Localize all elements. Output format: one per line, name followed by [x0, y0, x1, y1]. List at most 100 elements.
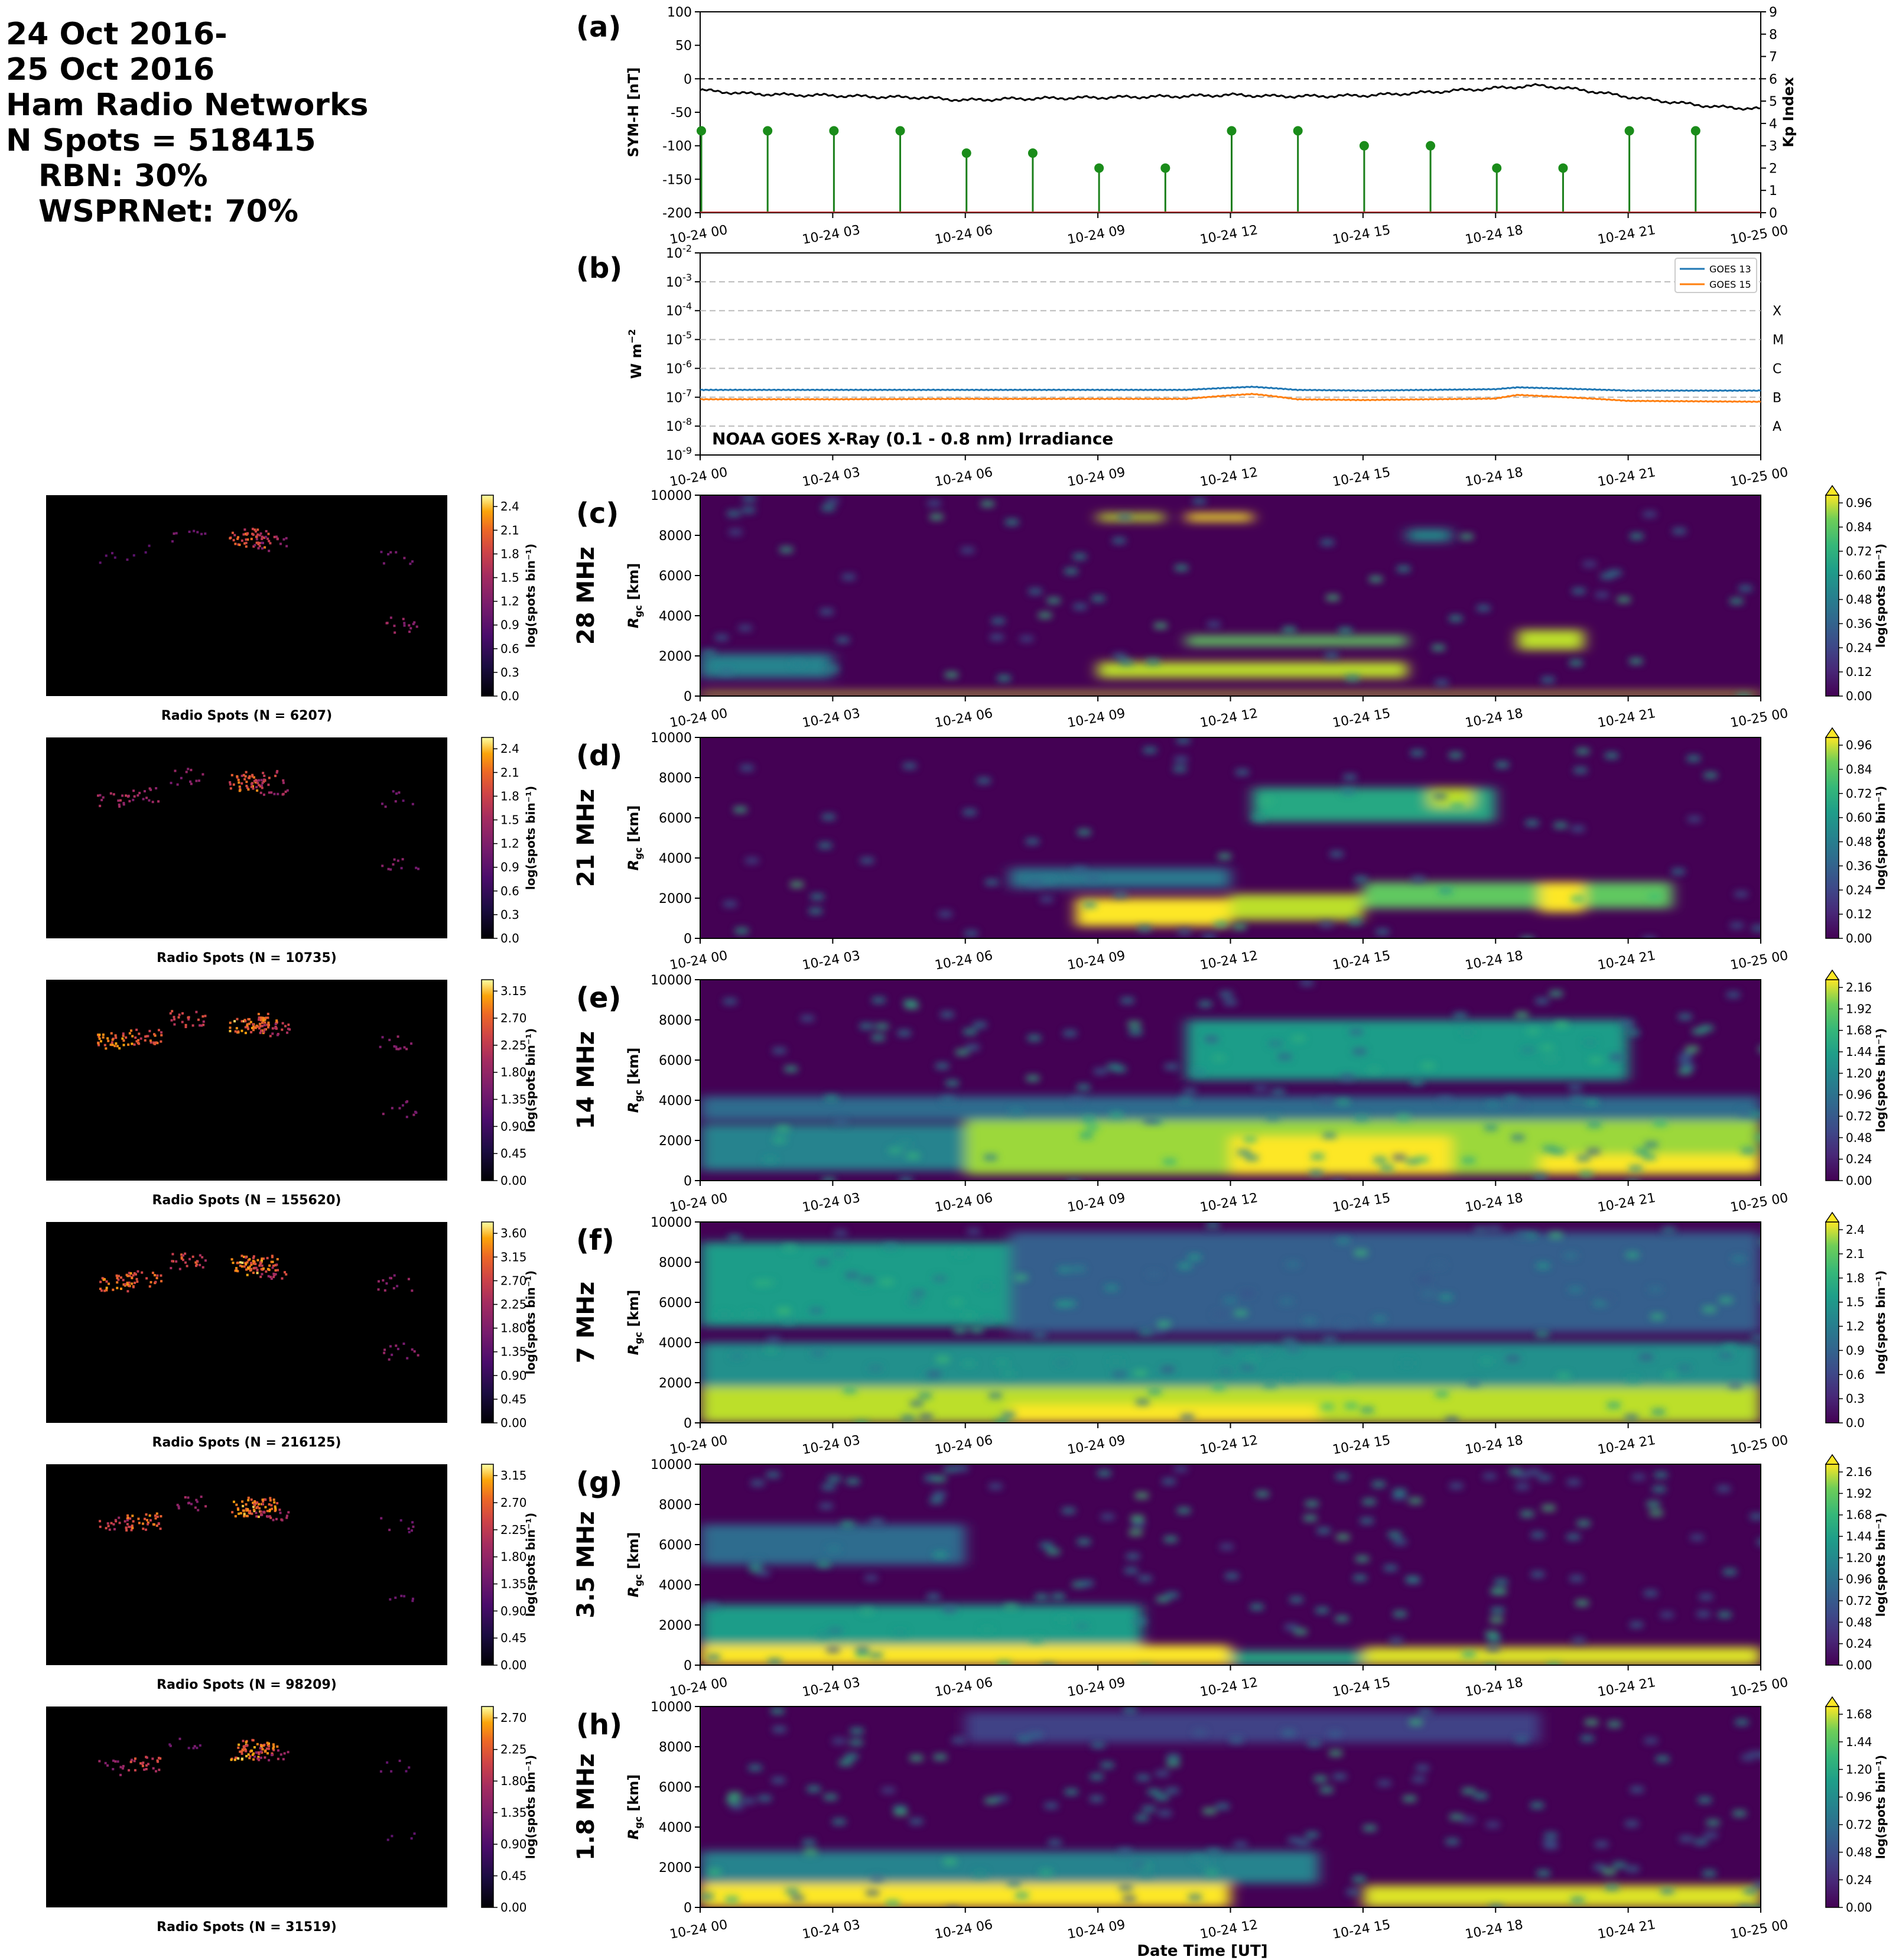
- radio-spot: [262, 793, 265, 796]
- heatmap-speckle: [773, 1137, 786, 1143]
- heatmap-speckle: [1569, 1575, 1583, 1582]
- coastline-path: [70, 519, 178, 590]
- radio-spot: [184, 1023, 187, 1026]
- heatmap-xtick-label: 10-24 15: [1331, 1433, 1391, 1458]
- radio-spot: [184, 1025, 187, 1028]
- heatmap-speckle: [1118, 1848, 1132, 1854]
- ylabel-subscript: gc: [633, 1574, 644, 1587]
- heatmap-speckle: [1162, 1478, 1176, 1485]
- heatmap-xtick-label: 10-24 00: [669, 1675, 729, 1700]
- radio-spot: [107, 1525, 110, 1527]
- heatmap-speckle: [1758, 1286, 1761, 1292]
- coastline-path: [230, 1291, 291, 1363]
- radio-spot: [147, 1521, 149, 1524]
- coastline-path: [158, 747, 219, 772]
- radio-spot: [132, 554, 135, 557]
- radio-spot: [128, 1525, 131, 1528]
- radio-spot: [282, 781, 285, 784]
- heatmap-speckle: [1300, 980, 1313, 986]
- heatmap-speckle: [869, 1652, 883, 1659]
- colorbar-tick-label: 0.24: [1846, 1152, 1872, 1166]
- radio-spot: [403, 624, 406, 627]
- heatmap-speckle: [1156, 1596, 1169, 1603]
- heatmap-speckle: [749, 1559, 763, 1566]
- radio-spot: [148, 787, 151, 790]
- kp-point: [1293, 126, 1303, 136]
- map-colorbar-tick-label: 1.2: [500, 594, 519, 609]
- heatmap-speckle: [744, 1311, 757, 1317]
- heatmap-xtick-label: 10-25 00: [1729, 1433, 1790, 1458]
- radio-spot: [266, 1510, 269, 1513]
- radio-spot: [274, 1273, 277, 1276]
- heatmap-speckle: [1521, 1046, 1535, 1053]
- heatmap-speckle: [1729, 598, 1743, 604]
- band-label: 3.5 MHz: [573, 1511, 600, 1618]
- heatmap-speckle: [1280, 1298, 1293, 1305]
- colorbar-tick-label: 0.0: [1846, 1416, 1865, 1430]
- heatmap-speckle: [854, 1421, 868, 1423]
- heatmap-speckle: [950, 1299, 963, 1305]
- radio-spot: [412, 623, 415, 626]
- heatmap-speckle: [1432, 645, 1445, 651]
- radio-spot: [105, 1047, 108, 1050]
- radio-spot: [246, 1509, 249, 1512]
- radio-spot: [274, 1269, 277, 1272]
- radio-spot: [248, 1757, 251, 1760]
- heatmap-ytick-label: 4000: [659, 1094, 692, 1109]
- radio-spot: [129, 1272, 132, 1275]
- radio-spot: [240, 1750, 243, 1753]
- heatmap-speckle: [1220, 991, 1233, 997]
- heatmap-speckle: [1617, 596, 1631, 603]
- heatmap-speckle: [1080, 1580, 1094, 1587]
- heatmap-speckle: [1090, 1773, 1104, 1780]
- radio-spot: [145, 1035, 148, 1038]
- radio-spot: [111, 1044, 114, 1046]
- heatmap-speckle: [1526, 1028, 1540, 1035]
- viridis-colorbar: [1825, 1221, 1839, 1423]
- radio-spot: [269, 1035, 272, 1038]
- radio-spot: [160, 1280, 163, 1283]
- colorbar-tick-label: 1.44: [1846, 1735, 1872, 1749]
- map-colorbar-tick-label: 0.6: [500, 642, 519, 656]
- colorbar-tick-label: 0.48: [1846, 1615, 1872, 1629]
- heatmap-ytick-label: 6000: [659, 569, 692, 584]
- heatmap-speckle: [1673, 528, 1686, 534]
- heatmap-speckle: [1077, 1539, 1091, 1545]
- coastline-path: [235, 1002, 415, 1066]
- radio-spot: [394, 800, 397, 803]
- radio-spot: [256, 528, 259, 531]
- radio-spot: [237, 1757, 240, 1760]
- radio-spot: [284, 1271, 287, 1274]
- radio-spot: [116, 1045, 119, 1048]
- inferno-colorbar: [481, 1706, 494, 1908]
- radio-spot: [250, 1498, 253, 1501]
- heatmap-speckles: [717, 1222, 1761, 1423]
- radio-spot: [128, 1275, 131, 1278]
- coastline-path: [235, 1728, 415, 1793]
- heatmap-speckle: [1573, 767, 1587, 773]
- radio-spot: [131, 1524, 134, 1527]
- radio-spot: [103, 1044, 106, 1046]
- radio-spot: [111, 1038, 114, 1041]
- header-date-end: 25 Oct 2016: [6, 52, 214, 87]
- heatmap-xtick-label: 10-24 00: [669, 706, 729, 731]
- heatmap-speckle: [1586, 1148, 1600, 1155]
- colorbar-tick-label: 0.24: [1846, 641, 1872, 655]
- ylabel-subscript: gc: [633, 605, 644, 617]
- radio-spot: [123, 1284, 126, 1287]
- radio-spot: [413, 1832, 416, 1835]
- radio-spot: [96, 794, 99, 797]
- heatmap-speckle: [1490, 1617, 1503, 1623]
- radio-spot: [146, 1519, 149, 1522]
- radio-spot: [242, 1504, 245, 1507]
- heatmap-xtick-label: 10-24 21: [1596, 706, 1657, 731]
- radio-spot: [144, 1528, 147, 1531]
- heatmap-speckle: [1696, 1611, 1710, 1617]
- heatmap-ytick-label: 10000: [651, 731, 692, 746]
- tick-exponent: -9: [682, 445, 692, 456]
- radio-spot: [242, 1745, 245, 1748]
- radio-spot: [246, 786, 249, 789]
- heatmap-speckle: [1419, 1708, 1432, 1715]
- tick-base: 10: [666, 275, 682, 290]
